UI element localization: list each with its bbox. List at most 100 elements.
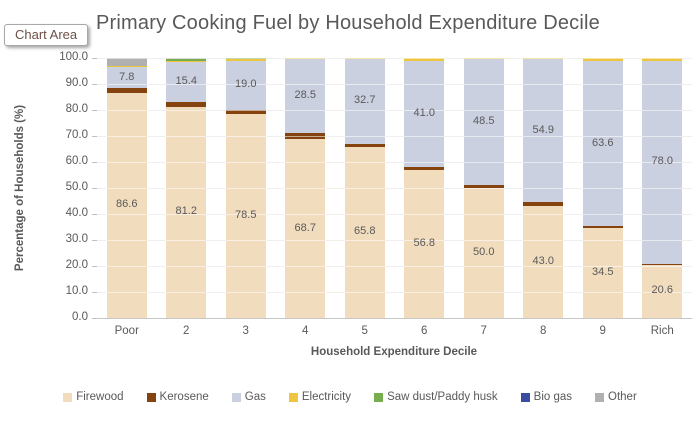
x-tick-label: 7 — [480, 325, 487, 337]
legend-item-kerosene[interactable]: Kerosene — [146, 391, 209, 403]
segment-gas[interactable] — [106, 67, 147, 88]
legend-label: Gas — [244, 391, 266, 403]
segment-kerosene[interactable] — [344, 143, 385, 147]
data-label: 48.5 — [473, 114, 495, 127]
segment-kerosene[interactable] — [463, 184, 504, 188]
segment-kerosene[interactable] — [642, 263, 683, 265]
bar-7[interactable]: 50.0 48.5 — [463, 58, 504, 318]
bar-5[interactable]: 65.8 32.7 — [344, 58, 385, 318]
segment-firewood[interactable] — [523, 206, 564, 318]
segment-electricity[interactable] — [166, 61, 207, 63]
segment-saw-dust-paddy-husk[interactable] — [166, 58, 207, 62]
segment-firewood[interactable] — [404, 170, 445, 318]
legend-label: Kerosene — [159, 391, 209, 403]
segment-firewood[interactable] — [463, 188, 504, 318]
segment-gas[interactable] — [285, 59, 326, 134]
segment-electricity[interactable] — [106, 65, 147, 68]
plot-area[interactable]: 86.6 7.8 81.2 15.4 78.5 19.0 68.7 28.5 65.8 32.7 5… — [97, 57, 692, 319]
segment-gas[interactable] — [463, 58, 504, 185]
y-tick-label: 10.0 — [65, 285, 88, 297]
segment-firewood[interactable] — [225, 113, 266, 318]
data-label: 41.0 — [413, 106, 435, 119]
segment-firewood[interactable] — [106, 92, 147, 318]
segment-other[interactable] — [106, 58, 147, 66]
legend-label: Saw dust/Paddy husk — [387, 391, 498, 403]
y-tick-label: 50.0 — [65, 181, 88, 193]
segment-kerosene[interactable] — [404, 167, 445, 171]
x-tick-label: 4 — [302, 325, 309, 337]
data-label: 63.6 — [592, 136, 614, 149]
segment-gas[interactable] — [344, 58, 385, 144]
segment-firewood[interactable] — [285, 139, 326, 318]
segment-electricity[interactable] — [225, 58, 266, 61]
segment-electricity[interactable] — [404, 58, 445, 61]
bar-3[interactable]: 78.5 19.0 — [225, 58, 266, 318]
segment-gas[interactable] — [166, 62, 207, 103]
x-tick-label: 6 — [421, 325, 428, 337]
segment-gas[interactable] — [523, 59, 564, 203]
legend-item-bio-gas[interactable]: Bio gas — [520, 391, 573, 403]
gridline-overlay — [97, 161, 692, 163]
segment-gas[interactable] — [582, 60, 623, 227]
segment-firewood[interactable] — [344, 146, 385, 318]
legend-item-electricity[interactable]: Electricity — [288, 391, 351, 403]
segment-kerosene[interactable] — [582, 226, 623, 229]
legend-item-other[interactable]: Other — [595, 391, 637, 403]
segment-electricity[interactable] — [523, 58, 564, 60]
data-label: 19.0 — [235, 78, 257, 91]
bar-6[interactable]: 56.8 41.0 — [404, 58, 445, 318]
legend-item-gas[interactable]: Gas — [231, 391, 266, 403]
segment-electricity[interactable] — [642, 58, 683, 61]
y-tick — [92, 292, 97, 293]
segment-kerosene[interactable] — [225, 110, 266, 114]
bar-2[interactable]: 81.2 15.4 — [166, 58, 207, 318]
x-tick-label: 2 — [183, 325, 190, 337]
segment-firewood[interactable] — [582, 228, 623, 318]
x-tick-label: Poor — [114, 325, 139, 337]
segment-electricity[interactable] — [582, 58, 623, 61]
legend-item-saw-dust-paddy-husk[interactable]: Saw dust/Paddy husk — [374, 391, 498, 403]
bar-8[interactable]: 43.0 54.9 — [523, 58, 564, 318]
y-tick-label: 40.0 — [65, 207, 88, 219]
x-tick-label: 5 — [361, 325, 368, 337]
data-label: 20.6 — [651, 284, 673, 297]
y-tick — [92, 136, 97, 137]
y-tick — [92, 318, 97, 319]
bar-Poor[interactable]: 86.6 7.8 — [106, 58, 147, 318]
y-tick-label: 0.0 — [72, 311, 88, 323]
gridline-overlay — [97, 57, 692, 59]
legend-label: Bio gas — [533, 391, 573, 403]
x-tick-label: 9 — [599, 325, 606, 337]
segment-firewood[interactable] — [166, 106, 207, 318]
data-label: 28.5 — [294, 89, 316, 102]
segment-kerosene[interactable] — [166, 102, 207, 107]
bar-9[interactable]: 34.5 63.6 — [582, 58, 623, 318]
y-tick-label: 90.0 — [65, 77, 88, 89]
y-tick — [92, 110, 97, 111]
y-tick — [92, 84, 97, 85]
segment-electricity[interactable] — [285, 58, 326, 60]
segment-kerosene[interactable] — [523, 202, 564, 207]
segment-kerosene[interactable] — [106, 87, 147, 93]
segment-gas[interactable] — [225, 60, 266, 110]
y-tick-label: 100.0 — [59, 51, 88, 63]
y-tick-label: 60.0 — [65, 155, 88, 167]
data-label: 43.0 — [532, 255, 554, 268]
gridline-overlay — [97, 291, 692, 293]
legend-label: Other — [608, 391, 637, 403]
segment-gas[interactable] — [404, 60, 445, 168]
gridline-overlay — [97, 239, 692, 241]
legend: Firewood Kerosene Gas Electricity Saw dust/P… — [0, 391, 700, 403]
bar-Rich[interactable]: 20.6 78.0 — [642, 58, 683, 318]
data-label: 7.8 — [119, 70, 135, 83]
y-tick — [92, 214, 97, 215]
x-tick-label: Rich — [650, 325, 674, 337]
data-label: 65.8 — [354, 225, 376, 238]
y-tick — [92, 188, 97, 189]
segment-firewood[interactable] — [642, 264, 683, 318]
data-label: 78.0 — [651, 155, 673, 168]
data-label: 34.5 — [592, 266, 614, 279]
gridline-overlay — [97, 109, 692, 111]
legend-item-firewood[interactable]: Firewood — [63, 391, 124, 403]
